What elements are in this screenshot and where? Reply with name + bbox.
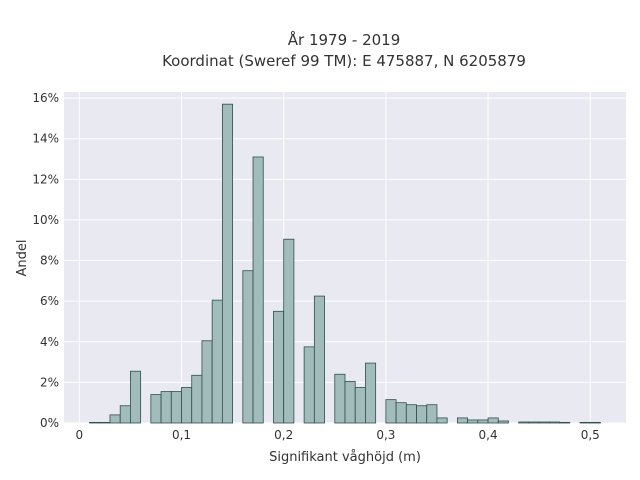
x-tick-labels: 0 0,1 0,2 0,3 0,4 0,5: [76, 428, 600, 442]
histogram-bar: [365, 362, 377, 424]
x-tick-label: 0,1: [172, 428, 191, 442]
y-axis-label: Andel: [15, 240, 30, 277]
histogram-bar: [181, 387, 193, 424]
histogram-bar: [89, 421, 101, 424]
histogram-bar: [426, 404, 438, 424]
histogram-bar: [385, 399, 397, 424]
histogram-bar: [559, 421, 571, 424]
y-tick-label: 8%: [40, 254, 59, 268]
histogram-bar: [160, 391, 172, 424]
histogram-bar: [242, 270, 254, 424]
y-tick-labels: 0% 2% 4% 6% 8% 10% 12% 14% 16%: [32, 91, 59, 430]
x-tick-label: 0: [76, 428, 84, 442]
histogram-bar: [273, 310, 285, 424]
histogram-bar: [119, 405, 131, 424]
chart-subtitle: Koordinat (Sweref 99 TM): E 475887, N 62…: [162, 52, 526, 70]
histogram-bar: [252, 156, 264, 424]
histogram-bar: [201, 340, 213, 424]
histogram-bar: [99, 421, 111, 424]
grid-lines: [64, 92, 626, 424]
histogram-bar: [497, 420, 509, 424]
histogram-bar: [283, 238, 295, 424]
histogram-bar: [130, 370, 142, 424]
y-tick-label: 14%: [32, 132, 59, 146]
histogram-bar: [354, 387, 366, 424]
histogram-bar: [518, 421, 530, 424]
histogram-bar: [467, 419, 479, 424]
y-tick-label: 4%: [40, 335, 59, 349]
x-tick-label: 0,2: [274, 428, 293, 442]
y-tick-label: 16%: [32, 91, 59, 105]
histogram-bar: [538, 421, 550, 424]
bars: [89, 103, 601, 424]
plot-background: [64, 92, 626, 423]
histogram-bar: [109, 414, 121, 424]
histogram-bar: [150, 394, 162, 424]
histogram-bar: [395, 402, 407, 424]
y-tick-label: 6%: [40, 294, 59, 308]
histogram-bar: [405, 404, 417, 424]
histogram-bar: [436, 417, 448, 424]
x-tick-label: 0,4: [479, 428, 498, 442]
histogram-bar: [456, 417, 469, 424]
histogram-bar: [487, 417, 499, 424]
histogram-bar: [548, 421, 560, 424]
histogram-bar: [579, 421, 591, 424]
y-tick-label: 12%: [32, 172, 59, 186]
x-axis-label: Signifikant våghöjd (m): [269, 450, 421, 465]
y-tick-label: 0%: [40, 416, 59, 430]
histogram-bar: [191, 374, 203, 424]
histogram-bar: [334, 373, 346, 424]
histogram-bar: [344, 380, 356, 424]
y-tick-label: 2%: [40, 375, 59, 389]
histogram-bar: [416, 405, 428, 424]
x-tick-label: 0,5: [581, 428, 600, 442]
histogram-bar: [221, 103, 234, 424]
x-tick-label: 0,3: [376, 428, 395, 442]
histogram-bar: [528, 421, 540, 424]
histogram-bar: [589, 421, 601, 424]
histogram-bar: [211, 299, 223, 424]
histogram-bar: [313, 295, 325, 424]
histogram-bar: [170, 391, 182, 424]
histogram-bar: [303, 346, 315, 424]
histogram-bar: [477, 419, 489, 424]
y-tick-label: 10%: [32, 213, 59, 227]
chart-title: År 1979 - 2019: [288, 30, 401, 49]
